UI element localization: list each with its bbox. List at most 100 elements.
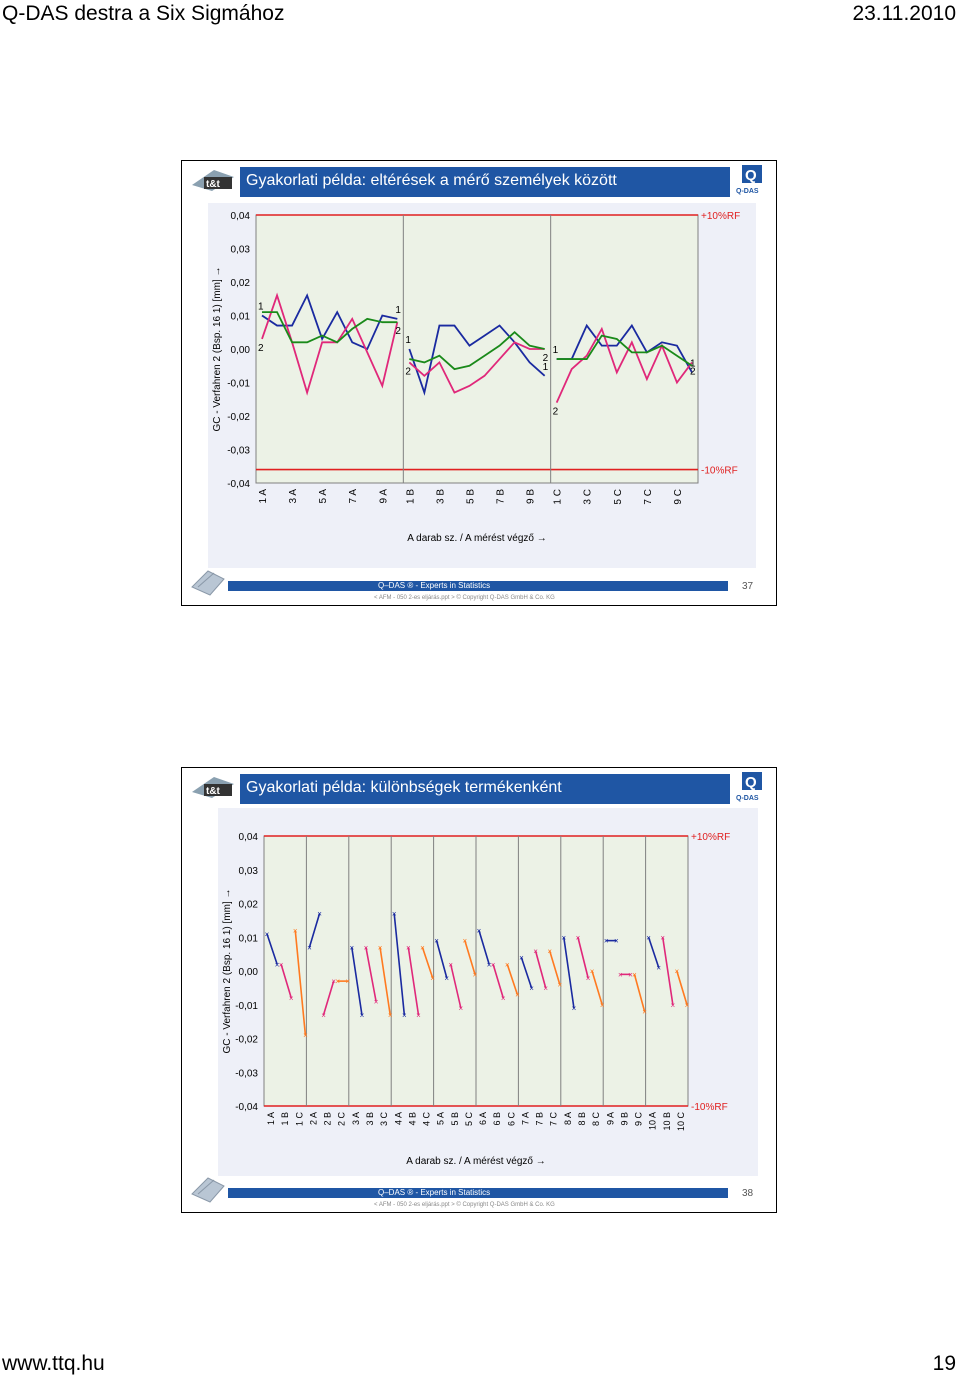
data-point: × — [614, 937, 619, 946]
limit-label: +10%RF — [701, 211, 740, 222]
qdas-logo-icon: Q Q-DAS — [734, 770, 770, 804]
x-tick-label: 5 A — [318, 489, 329, 504]
x-tick-label: 2 B — [323, 1112, 333, 1126]
series-label: 2 — [690, 366, 696, 377]
series-line — [322, 980, 335, 1016]
data-point: × — [491, 960, 496, 969]
series-label: 2 — [258, 343, 264, 354]
x-tick-label: 10 C — [676, 1112, 686, 1132]
y-tick-label: 0,04 — [239, 832, 259, 843]
slide-38: t&t Gyakorlati példa: különbségek termék… — [181, 767, 777, 1213]
x-tick-label: 3 B — [435, 489, 446, 504]
document-title: Q-DAS destra a Six Sigmához — [2, 2, 285, 25]
document-page-number: 19 — [932, 1352, 956, 1375]
svg-text:t&t: t&t — [206, 179, 221, 190]
series-line — [563, 937, 575, 1009]
x-tick-label: 8 C — [591, 1112, 601, 1127]
data-point: × — [477, 927, 482, 936]
y-axis-label: GC - Verfahren 2 (Bsp. 16 1) [mm] → — [222, 888, 233, 1053]
data-point: × — [533, 947, 538, 956]
y-tick-label: -0,03 — [227, 446, 250, 457]
series-line — [261, 292, 399, 396]
chart-38: 0,04 0,03 0,02 0,01 0,00 -0,01 -0,02 -0,03 -0,04… — [222, 832, 730, 1167]
data-point: × — [279, 960, 284, 969]
x-axis-label: A darab sz. / A mérést végző → — [407, 533, 547, 544]
data-point: × — [289, 994, 294, 1003]
series-line — [294, 930, 307, 1036]
x-tick-label: 7 B — [535, 1112, 545, 1126]
document-footer: www.ttq.hu 19 — [0, 1350, 960, 1380]
x-tick-label: 7 B — [496, 489, 507, 504]
series-line — [534, 950, 547, 989]
data-point: × — [628, 970, 633, 979]
slide-page-number: 38 — [742, 1188, 754, 1199]
x-tick-label: 9 B — [526, 489, 537, 504]
qdas-logo-icon: Q Q-DAS — [734, 163, 770, 197]
x-tick-label: 1 A — [258, 489, 269, 504]
data-point: × — [420, 943, 425, 952]
data-point: × — [388, 1011, 393, 1020]
slide-title: Gyakorlati példa: eltérések a mérő szemé… — [246, 172, 617, 189]
data-point: × — [473, 970, 478, 979]
series-line — [548, 950, 561, 985]
data-point: × — [444, 974, 449, 983]
series-line — [633, 974, 646, 1012]
data-point: × — [604, 937, 609, 946]
x-tick-label: 1 B — [405, 489, 416, 504]
x-tick-label: 1 B — [280, 1112, 290, 1126]
svg-text:Q: Q — [745, 167, 757, 184]
series-label: 1 — [405, 335, 411, 346]
data-point: × — [448, 960, 453, 969]
data-point: × — [576, 933, 581, 942]
series-line — [393, 913, 406, 1015]
data-point: × — [275, 960, 280, 969]
document-date: 23.11.2010 — [852, 2, 956, 25]
series-line — [365, 947, 377, 1002]
y-tick-label: 0,04 — [231, 211, 251, 222]
series-line — [676, 970, 688, 1005]
data-point: × — [501, 994, 506, 1003]
limit-label: -10%RF — [691, 1102, 728, 1113]
x-tick-label: 5 A — [436, 1112, 446, 1125]
x-tick-label: 5 B — [465, 489, 476, 504]
x-tick-label: 10 B — [662, 1112, 672, 1131]
series-line — [478, 930, 490, 965]
x-tick-label: 5 C — [464, 1112, 474, 1127]
data-point: × — [642, 1008, 647, 1017]
plot-background — [255, 214, 699, 484]
slide-copyright: < AFM - 050 2-es eljárás.ppt > © Copyrig… — [374, 1202, 555, 1208]
svg-text:Q-DAS: Q-DAS — [736, 795, 759, 802]
data-point: × — [378, 943, 383, 952]
data-point: × — [303, 1031, 308, 1040]
ttq-logo-icon: t&t — [190, 774, 236, 800]
series-line — [409, 331, 545, 371]
series-label: 2 — [543, 353, 549, 364]
slide-title: Gyakorlati példa: különbségek termékenké… — [246, 779, 562, 796]
series-label: 1 — [553, 345, 559, 356]
data-point: × — [434, 937, 439, 946]
x-tick-label: 7 C — [643, 489, 654, 505]
limit-label: +10%RF — [691, 832, 730, 843]
data-point: × — [331, 977, 336, 986]
y-tick-label: 0,01 — [231, 312, 251, 323]
x-tick-label: 3 B — [365, 1112, 375, 1126]
data-point: × — [675, 967, 680, 976]
slide-footer-text: Q–DAS ® - Experts in Statistics — [378, 581, 491, 590]
y-tick-label: 0,00 — [239, 967, 259, 978]
slide-title-bar: Gyakorlati példa: különbségek termékenké… — [240, 774, 730, 804]
series-label: 1 — [690, 358, 696, 369]
series-line — [351, 947, 363, 1015]
data-point: × — [345, 977, 350, 986]
x-tick-label: 7 A — [520, 1112, 530, 1125]
y-tick-label: -0,02 — [235, 1035, 258, 1046]
x-tick-label: 4 B — [407, 1112, 417, 1126]
slide-footer-bar — [228, 1188, 728, 1198]
data-point: × — [349, 943, 354, 952]
y-axis-label: GC - Verfahren 2 (Bsp. 16 1) [mm] → — [212, 266, 223, 431]
series-line — [647, 936, 660, 968]
ttq-logo-icon: t&t — [190, 167, 236, 193]
data-point: × — [557, 981, 562, 990]
y-tick-label: -0,03 — [235, 1068, 258, 1079]
data-point: × — [487, 960, 492, 969]
x-tick-label: 4 A — [393, 1112, 403, 1125]
